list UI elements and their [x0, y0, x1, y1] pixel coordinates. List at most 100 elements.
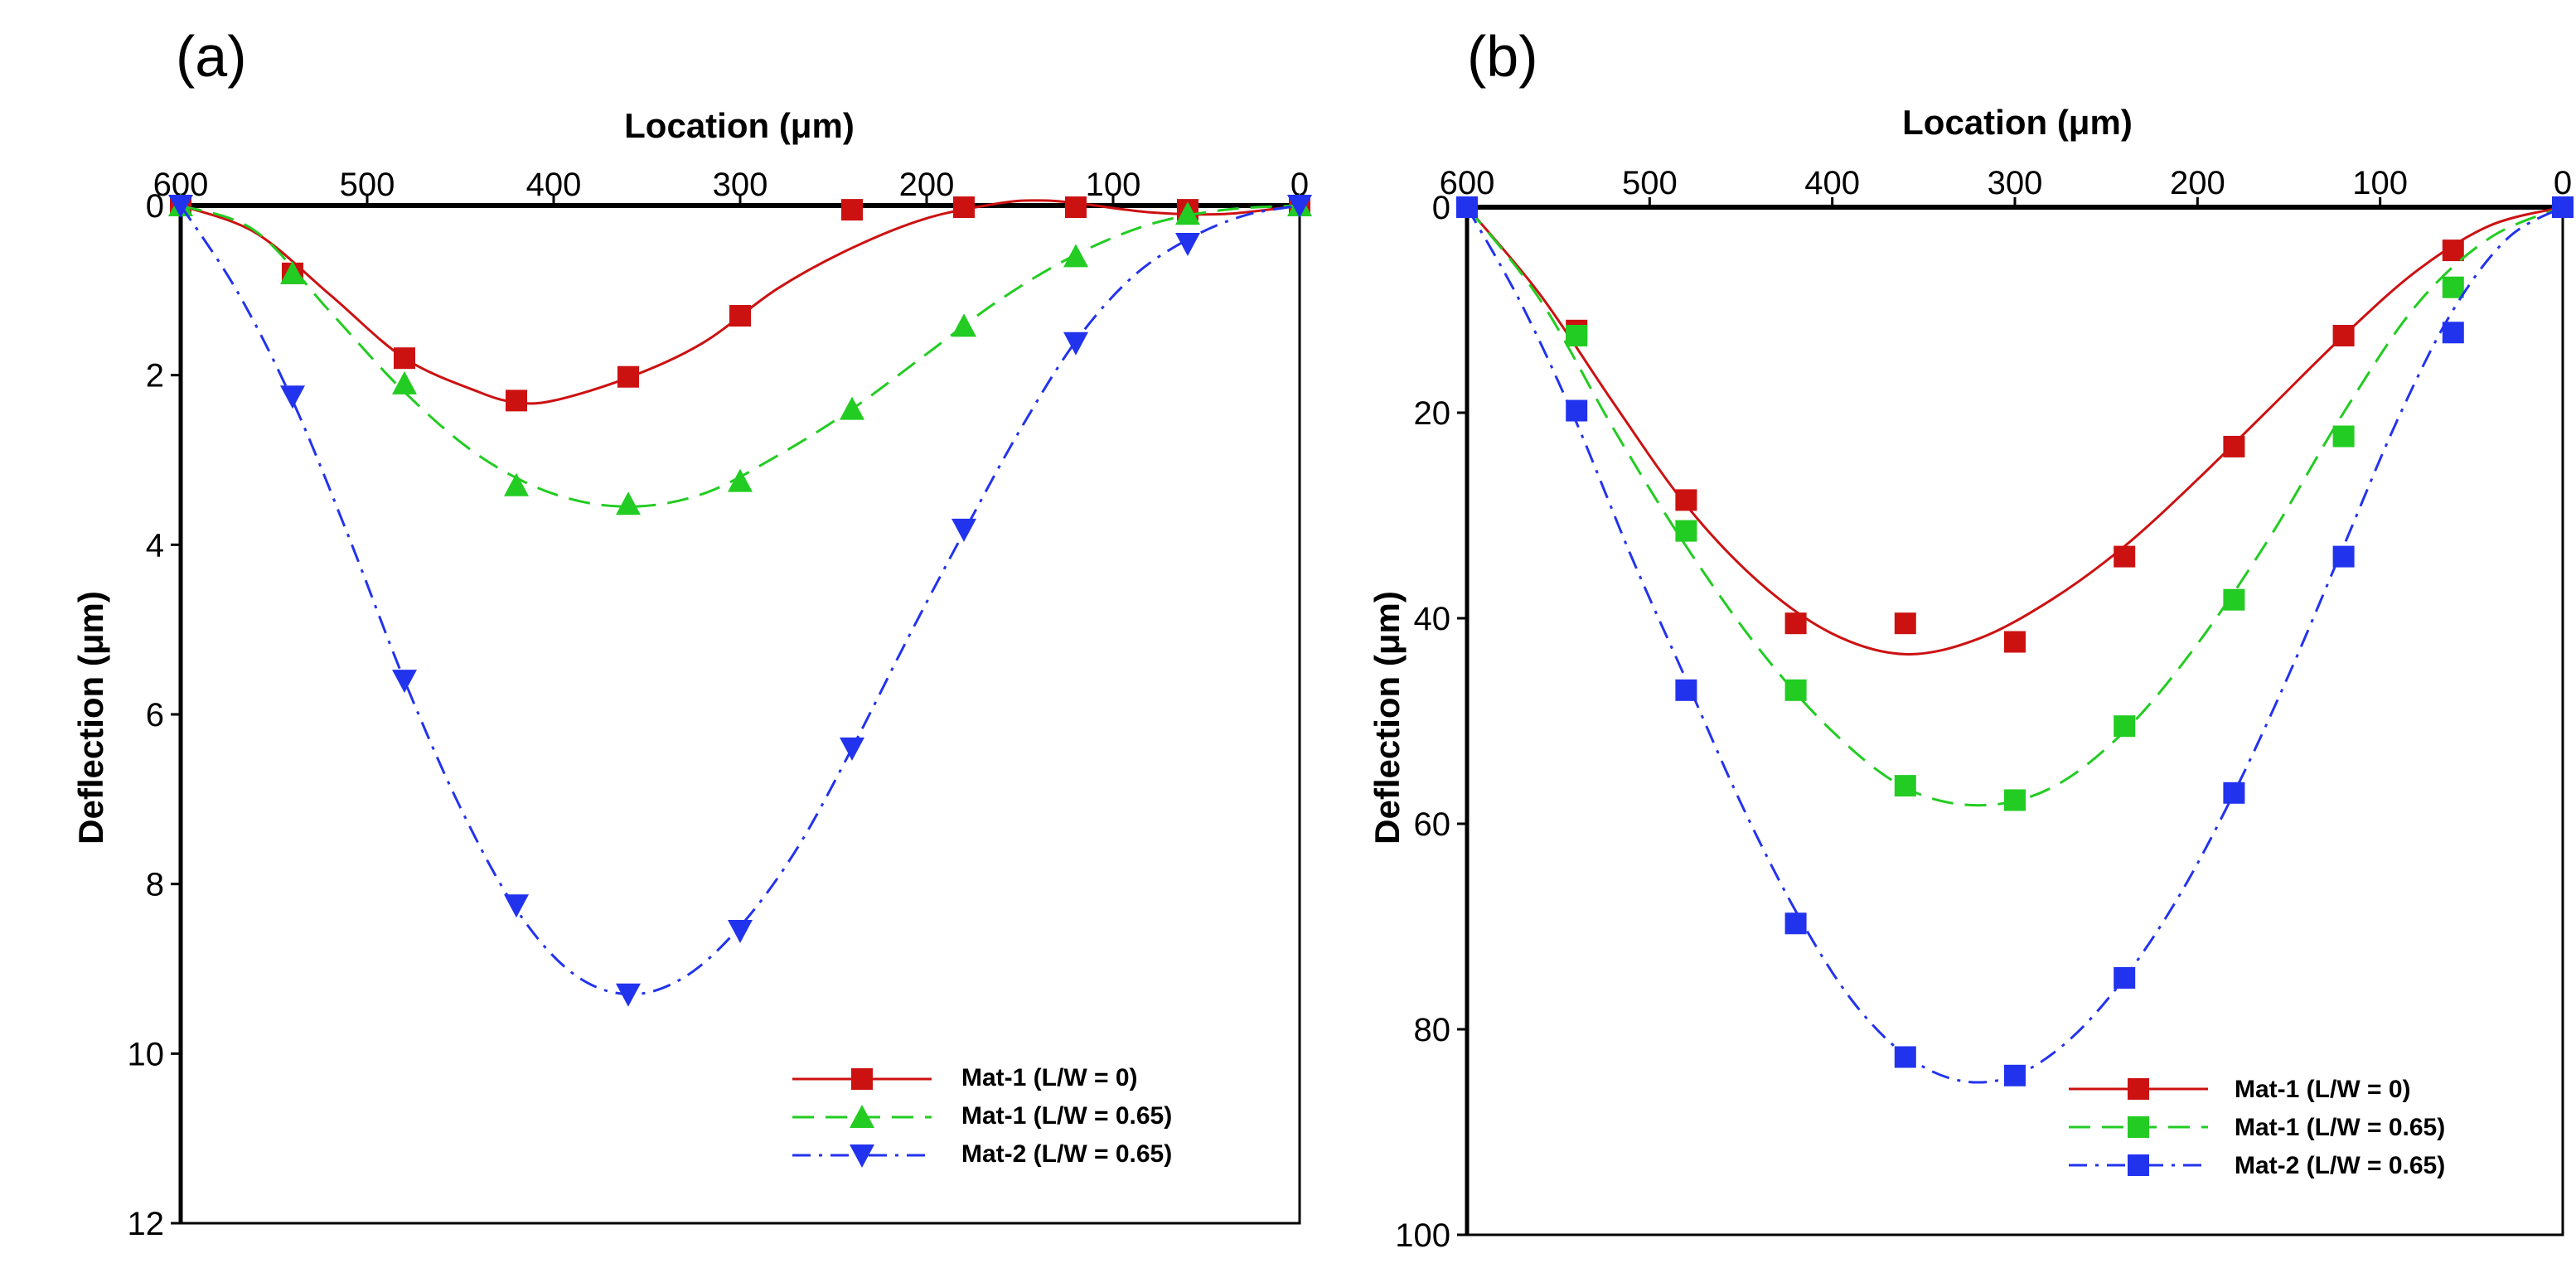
panel-b-series-1-point — [1675, 489, 1697, 511]
panel-a-y-tick-label: 12 — [128, 1206, 165, 1242]
panel-b-series-2-point — [1675, 520, 1697, 542]
panel-b-x-tick-label: 600 — [1440, 165, 1495, 201]
panel-b-x-tick-label: 200 — [2170, 165, 2225, 201]
panel-a-series-2-line — [180, 204, 1300, 508]
panel-a-y-tick-label: 10 — [128, 1036, 165, 1072]
panel-a-series-2-point — [728, 468, 753, 492]
panel-a-series-1-point — [841, 199, 863, 221]
panel-a-legend-label-1: Mat-1 (L/W = 0) — [961, 1064, 1138, 1091]
panel-a-legend-entry-1: Mat-1 (L/W = 0) — [792, 1064, 1138, 1091]
panel-b-series-3-point — [1566, 399, 1588, 422]
panel-b-series-2 — [1456, 196, 2574, 811]
panel-a-series-2-point — [840, 396, 864, 420]
panel-a-series-2-point — [504, 472, 529, 496]
panel-a-legend-label-3: Mat-2 (L/W = 0.65) — [961, 1140, 1172, 1168]
panel-a-series-2-point — [616, 491, 641, 515]
panel-a-x-tick-label: 400 — [526, 167, 582, 203]
panel-b-series-3-point — [1784, 912, 1807, 935]
panel-b-legend-marker-2 — [2128, 1116, 2149, 1138]
panel-b-series-1-point — [2223, 435, 2245, 457]
panel-a-label: (a) — [176, 24, 247, 89]
panel-a-legend-marker-2 — [850, 1105, 874, 1128]
panel-b-series-1-point — [2004, 631, 2026, 653]
panel-a-legend-entry-2: Mat-1 (L/W = 0.65) — [792, 1102, 1172, 1130]
panel-a-series-3-point — [616, 983, 641, 1007]
panel-a-series-1-point — [617, 365, 639, 388]
panel-a-series-2-point — [392, 370, 417, 394]
panel-b-series-2-point — [1894, 775, 1916, 797]
panel-b-legend-entry-1: Mat-1 (L/W = 0) — [2069, 1076, 2411, 1103]
panel-a-series-3-point — [168, 195, 193, 218]
panel-a-series-3-point — [840, 737, 864, 761]
panel-b-y-tick-label: 100 — [1395, 1217, 1450, 1254]
panel-b-x-tick-label: 500 — [1622, 165, 1678, 201]
panel-a-y-tick-label: 0 — [146, 188, 164, 225]
panel-a-legend-marker-1 — [851, 1068, 873, 1090]
panel-a-x-axis-title: Location (μm) — [624, 106, 855, 145]
panel-a-series-2-point — [280, 260, 305, 284]
panel-b-series-3-point — [1894, 1046, 1916, 1068]
panel-b-series-1-line — [1465, 206, 2564, 656]
panel-a-x-tick-label: 300 — [713, 167, 768, 203]
panel-a-series-2-point — [951, 313, 976, 337]
panel-b-legend-label-2: Mat-1 (L/W = 0.65) — [2235, 1114, 2445, 1141]
panel-b-legend-label-1: Mat-1 (L/W = 0) — [2235, 1076, 2411, 1103]
panel-a-legend-marker-3 — [850, 1144, 874, 1168]
panel-b-y-tick-label: 40 — [1414, 601, 1451, 637]
panel-b-y-ticks: 0 20 40 60 80 100 — [1395, 190, 1467, 1254]
panel-b-series-1-point — [2442, 240, 2464, 262]
panel-b-series-1-point — [1894, 612, 1916, 635]
panel-b-legend-entry-2: Mat-1 (L/W = 0.65) — [2069, 1114, 2445, 1141]
panel-b-series-3-point — [2552, 196, 2574, 218]
panel-b-legend-marker-3 — [2128, 1154, 2149, 1176]
panel-b-series-3 — [1456, 196, 2574, 1086]
panel-b-label: (b) — [1467, 24, 1538, 89]
panel-a-legend-label-2: Mat-1 (L/W = 0.65) — [961, 1102, 1172, 1130]
panel-a-x-tick-label: 200 — [899, 167, 955, 203]
panel-a-x-tick-label: 500 — [340, 167, 395, 203]
panel-b-series-2-point — [2223, 588, 2245, 611]
panel-a-x-ticks: 600 500 400 300 200 100 0 — [153, 167, 1309, 206]
panel-b-legend-label-3: Mat-2 (L/W = 0.65) — [2235, 1152, 2445, 1179]
panel-a-series-3-point — [1287, 195, 1312, 218]
panel-b-series — [1456, 196, 2574, 1086]
panel-b-x-ticks: 600 500 400 300 200 100 0 — [1440, 165, 2572, 207]
panel-b-x-tick-label: 400 — [1804, 165, 1860, 201]
panel-a-y-tick-label: 2 — [146, 358, 164, 394]
panel-b-series-2-point — [2114, 715, 2136, 738]
panel-b-series-1-point — [1784, 612, 1807, 635]
panel-a-series-1-point — [394, 347, 415, 370]
panel-b-series-3-point — [2004, 1064, 2026, 1086]
panel-a: (a) Location (μm) Deflection (μm) 6 0 0 500… — [71, 24, 1312, 1242]
panel-b-series-3-point — [1456, 196, 1478, 218]
panel-a-y-tick-label: 4 — [146, 527, 164, 564]
panel-b-series-1-point — [2114, 545, 2136, 568]
panel-a-series-2-point — [1063, 244, 1088, 268]
panel-a-series-1-point — [729, 305, 751, 327]
panel-b-series-2-point — [1784, 679, 1807, 701]
panel-b-legend-entry-3: Mat-2 (L/W = 0.65) — [2069, 1152, 2445, 1179]
panel-b-y-tick-label: 60 — [1414, 806, 1451, 843]
panel-a-legend: Mat-1 (L/W = 0) Mat-1 (L/W = 0.65) Mat-2… — [792, 1064, 1172, 1168]
panel-b-legend-marker-1 — [2128, 1078, 2149, 1100]
panel-b-series-2-point — [2004, 789, 2026, 811]
panel-b-series-3-point — [2442, 322, 2464, 344]
panel-b-legend: Mat-1 (L/W = 0) Mat-1 (L/W = 0.65) Mat-2… — [2069, 1076, 2445, 1179]
panel-a-y-ticks: 0 2 4 6 8 10 12 — [128, 188, 181, 1242]
panel-b-y-tick-label: 0 — [1432, 190, 1450, 226]
panel-a-y-axis-title: Deflection (μm) — [71, 591, 110, 844]
panel-a-series-3-point — [504, 894, 529, 918]
panel-a-series — [168, 193, 1312, 1007]
panel-a-x-tick-label: 100 — [1086, 167, 1141, 203]
panel-b-y-axis-title: Deflection (μm) — [1368, 591, 1407, 844]
panel-b-x-tick-label: 300 — [1988, 165, 2043, 201]
panel-a-series-2-point — [1175, 201, 1200, 225]
panel-b-y-tick-label: 80 — [1414, 1012, 1451, 1048]
panel-b-series-2-point — [2332, 425, 2355, 448]
panel-b-series-3-point — [1675, 679, 1697, 701]
panel-a-series-3 — [168, 195, 1312, 1007]
panel-a-series-3-line — [179, 204, 1300, 996]
panel-a-series-3-point — [1175, 233, 1200, 257]
panel-a-x-tick-label: 0 — [1290, 167, 1309, 203]
